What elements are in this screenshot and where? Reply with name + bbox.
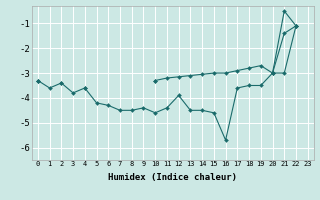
X-axis label: Humidex (Indice chaleur): Humidex (Indice chaleur)	[108, 173, 237, 182]
